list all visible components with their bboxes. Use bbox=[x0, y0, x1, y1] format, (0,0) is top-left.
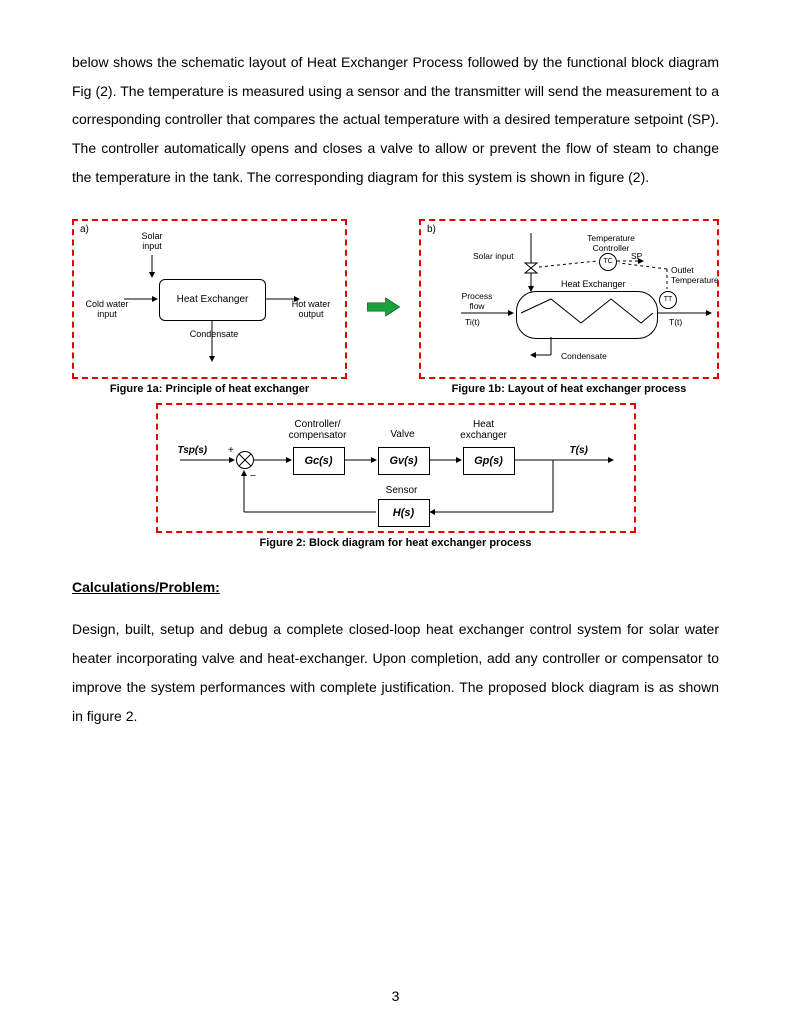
section-heading: Calculations/Problem: bbox=[72, 579, 719, 595]
figure-1a-wrap: a) Solar input Cold water input Hot wate… bbox=[72, 219, 347, 395]
page: below shows the schematic layout of Heat… bbox=[0, 0, 791, 1024]
svg-text:−: − bbox=[250, 471, 256, 482]
figure-1b: b) Solar input Temperature Controller SP… bbox=[419, 219, 719, 379]
caption-1b: Figure 1b: Layout of heat exchanger proc… bbox=[419, 383, 719, 395]
figure-2: Tsp(s) T(s) Controller/ compensator Valv… bbox=[156, 403, 636, 533]
figure-row-1: a) Solar input Cold water input Hot wate… bbox=[72, 219, 719, 395]
figure-1b-wrap: b) Solar input Temperature Controller SP… bbox=[419, 219, 719, 395]
fig1b-lines bbox=[421, 221, 721, 381]
fig2-lines: + − bbox=[158, 405, 638, 535]
forward-arrow-icon bbox=[366, 295, 401, 319]
figure-1a: a) Solar input Cold water input Hot wate… bbox=[72, 219, 347, 379]
paragraph-2: Design, built, setup and debug a complet… bbox=[72, 615, 719, 730]
caption-2: Figure 2: Block diagram for heat exchang… bbox=[156, 537, 636, 549]
figure-2-wrap: Tsp(s) T(s) Controller/ compensator Valv… bbox=[156, 403, 636, 549]
svg-text:+: + bbox=[228, 445, 234, 456]
fig1a-arrows bbox=[74, 221, 349, 381]
caption-1a: Figure 1a: Principle of heat exchanger bbox=[72, 383, 347, 395]
paragraph-1: below shows the schematic layout of Heat… bbox=[72, 48, 719, 191]
page-number: 3 bbox=[0, 988, 791, 1004]
